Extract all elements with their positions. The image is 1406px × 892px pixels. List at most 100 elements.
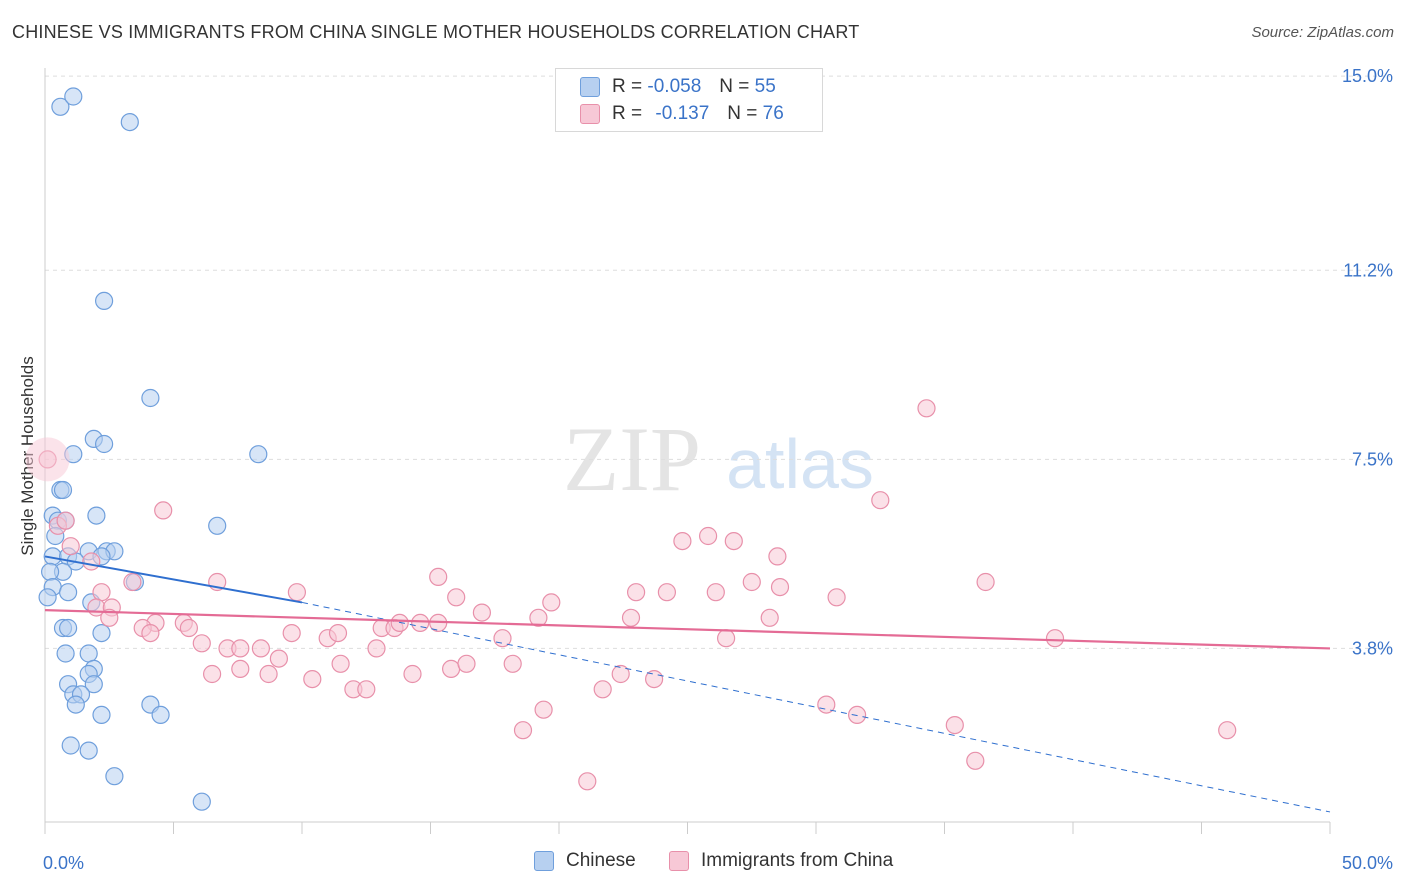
pink-swatch: [580, 104, 600, 124]
immigrants-point: [192, 634, 211, 653]
immigrants-point: [626, 583, 646, 602]
immigrants-point: [472, 603, 491, 622]
immigrants-point: [429, 567, 448, 587]
immigrants-point: [269, 649, 288, 668]
immigrants-point: [657, 583, 677, 602]
immigrants-point: [442, 659, 461, 679]
immigrants-point: [871, 491, 890, 510]
immigrants-point: [847, 705, 867, 725]
chinese-trend-line: [44, 555, 303, 604]
chinese-point: [56, 644, 75, 663]
immigrants-point: [357, 680, 376, 699]
r-label: R =: [612, 76, 643, 97]
chinese-point: [208, 516, 227, 535]
immigrants-point: [917, 399, 936, 418]
pink-swatch: [669, 851, 689, 871]
chinese-point: [58, 583, 78, 602]
chinese-point: [94, 434, 114, 454]
immigrants-point: [61, 537, 80, 556]
immigrants-point: [403, 664, 422, 684]
immigrants-point: [673, 531, 692, 551]
y-tick-label: 3.8%: [1352, 638, 1393, 658]
immigrants-point: [141, 623, 160, 643]
x-tick-label: 50.0%: [1342, 853, 1393, 873]
chinese-point: [120, 112, 139, 132]
immigrants-point: [231, 639, 250, 658]
tick-labels: 3.8% 7.5% 11.2% 15.0% 0.0% 50.0%: [43, 66, 1393, 873]
immigrants-large-point: [25, 437, 70, 482]
n-value: 76: [762, 103, 784, 124]
n-label: N =: [727, 103, 758, 124]
chinese-point: [64, 87, 83, 106]
immigrants-point: [390, 613, 409, 633]
chinese-point: [51, 97, 70, 116]
immigrants-point: [251, 639, 270, 658]
source-label: Source: ZipAtlas.com: [1251, 24, 1394, 41]
chinese-point: [192, 792, 211, 811]
immigrants-point: [123, 572, 142, 592]
immigrants-point: [179, 618, 198, 638]
y-tick-label: 11.2%: [1343, 260, 1393, 280]
immigrants-point: [82, 552, 101, 571]
immigrants-point: [154, 501, 173, 520]
immigrants-point: [203, 664, 222, 684]
immigrants-point: [411, 613, 430, 633]
series-legend: Chinese Immigrants from China: [0, 850, 1406, 878]
legend-item-chinese: Chinese: [534, 850, 636, 872]
immigrants-point: [827, 588, 846, 607]
blue-swatch: [534, 851, 554, 871]
immigrants-point: [770, 577, 790, 597]
immigrants-point: [457, 654, 476, 673]
legend-label-chinese: Chinese: [566, 850, 636, 871]
immigrants-point: [966, 751, 985, 770]
immigrants-point: [945, 715, 964, 735]
chinese-point: [92, 623, 111, 643]
legend-item-immigrants: Immigrants from China: [669, 850, 893, 872]
correlation-legend: R = -0.058 N = 55 R = -0.137 N = 76: [555, 68, 823, 132]
grid-lines: [45, 75, 1390, 649]
immigrants-point: [760, 608, 779, 627]
immigrants-point: [92, 583, 111, 602]
immigrants-point: [716, 629, 736, 648]
immigrants-point: [542, 593, 561, 612]
chinese-point: [141, 388, 160, 408]
immigrants-point: [742, 572, 761, 592]
chinese-point: [66, 695, 85, 714]
data-points: [25, 87, 1237, 811]
immigrants-point: [578, 772, 597, 791]
immigrants-point: [1045, 629, 1065, 648]
immigrants-point: [1218, 721, 1237, 740]
blue-swatch: [580, 77, 600, 97]
chinese-point: [53, 480, 73, 500]
chinese-point: [58, 618, 78, 638]
chinese-trend-extension: [301, 601, 1331, 813]
immigrants-point: [621, 608, 641, 627]
immigrants-point: [331, 654, 350, 673]
r-value: -0.137: [655, 103, 710, 124]
x-tick-label: 0.0%: [43, 853, 84, 873]
chinese-point: [249, 445, 268, 464]
immigrants-point: [259, 664, 278, 684]
chinese-point: [79, 644, 98, 663]
trend-lines: [44, 555, 1331, 813]
immigrants-point: [976, 572, 995, 592]
legend-label-immigrants: Immigrants from China: [701, 850, 894, 871]
n-value: 55: [754, 76, 776, 97]
legend-row-immigrants: R = -0.137 N = 76: [580, 101, 784, 127]
chinese-point: [38, 588, 57, 607]
y-tick-label: 7.5%: [1352, 449, 1393, 469]
y-tick-label: 15.0%: [1342, 66, 1393, 86]
chinese-point: [40, 562, 60, 581]
immigrants-point: [100, 608, 119, 627]
immigrants-point: [513, 721, 533, 740]
watermark-atlas: atlas: [726, 425, 874, 503]
immigrants-point: [593, 680, 612, 699]
immigrants-point: [534, 700, 553, 719]
chinese-point: [151, 705, 170, 725]
chart-title: CHINESE VS IMMIGRANTS FROM CHINA SINGLE …: [12, 22, 860, 42]
immigrants-point: [367, 639, 386, 658]
chinese-point: [105, 767, 124, 786]
watermark: ZIP atlas: [563, 408, 874, 510]
immigrants-point: [328, 623, 348, 643]
